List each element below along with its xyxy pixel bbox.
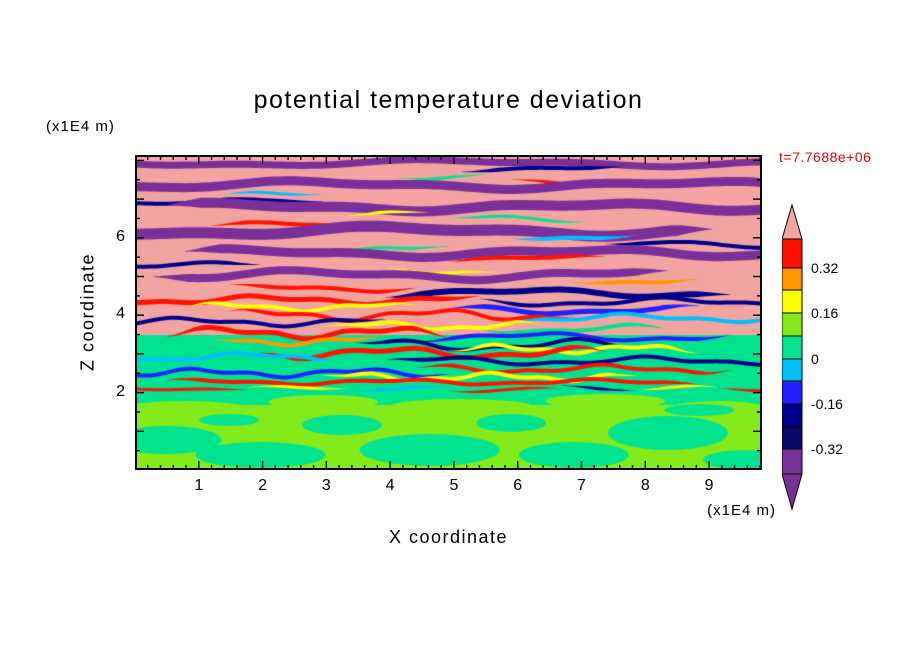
x-tick-label: 2 xyxy=(258,477,268,494)
colorbar-bottom-arrow xyxy=(781,473,803,511)
x-axis-unit-label: (x1E4 m) xyxy=(707,502,776,519)
colorbar-band xyxy=(781,426,803,450)
colorbar: 0.32 0.16 0 -0.16 -0.32 xyxy=(781,203,862,515)
colorbar-band xyxy=(781,448,803,475)
colorbar-band xyxy=(781,358,803,382)
x-tick-label: 3 xyxy=(321,477,331,494)
x-tick-label: 8 xyxy=(640,477,650,494)
colorbar-band xyxy=(781,267,803,291)
x-tick-label: 5 xyxy=(449,477,459,494)
x-tick-label: 1 xyxy=(194,477,204,494)
colorbar-tick-label: 0.32 xyxy=(811,260,838,276)
x-tick-label: 7 xyxy=(577,477,586,494)
z-tick-label: 2 xyxy=(116,382,125,400)
x-tick-label: 6 xyxy=(513,477,523,494)
colorbar-band xyxy=(781,238,803,269)
colorbar-tick-label: 0.16 xyxy=(811,305,838,321)
colorbar-band xyxy=(781,335,803,360)
x-axis-label: X coordinate xyxy=(388,527,509,547)
plot-frame-svg xyxy=(135,155,762,470)
colorbar-band xyxy=(781,312,803,337)
time-annotation: t=7.7688e+06 xyxy=(779,149,872,165)
colorbar-tick-label: 0 xyxy=(811,351,819,367)
x-tick-label: 9 xyxy=(704,477,714,494)
contour-field-canvas xyxy=(135,155,762,470)
z-tick-label: 6 xyxy=(116,227,125,245)
plot-area xyxy=(135,155,762,470)
colorbar-svg: 0.32 0.16 0 -0.16 -0.32 xyxy=(781,203,843,511)
colorbar-tick-label: -0.16 xyxy=(811,396,843,412)
colorbar-top-arrow xyxy=(781,203,803,240)
chart-title: potential temperature deviation xyxy=(253,86,644,114)
colorbar-tick-label: -0.32 xyxy=(811,441,843,457)
colorbar-band xyxy=(781,289,803,314)
colorbar-band xyxy=(781,403,803,428)
plot-border xyxy=(135,155,762,470)
z-axis-label: Z coordinate xyxy=(77,252,98,372)
z-axis-unit-label: (x1E4 m) xyxy=(46,118,115,135)
colorbar-band xyxy=(781,380,803,405)
x-tick-label: 4 xyxy=(385,477,395,494)
z-tick-label: 4 xyxy=(116,305,125,323)
